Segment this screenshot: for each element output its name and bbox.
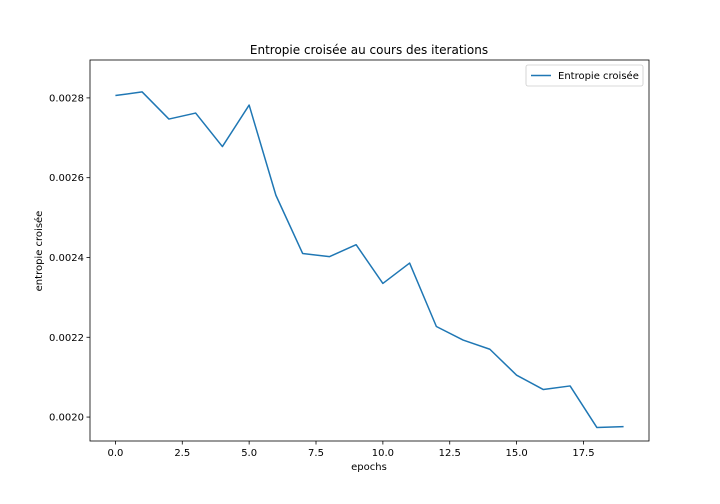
x-axis-label: epochs <box>351 462 387 473</box>
y-tick-label: 0.0024 <box>49 253 84 264</box>
x-tick-label: 2.5 <box>174 448 190 459</box>
x-tick-label: 7.5 <box>308 448 324 459</box>
legend: Entropie croisée <box>525 64 644 87</box>
series-line <box>115 91 624 429</box>
x-tick-label: 0.0 <box>107 448 123 459</box>
x-tick-label: 12.5 <box>439 448 461 459</box>
axes-frame <box>89 59 650 442</box>
y-tick-label: 0.0022 <box>49 333 84 344</box>
x-tick-label: 5.0 <box>241 448 257 459</box>
y-tick-label: 0.0020 <box>49 413 84 424</box>
legend-label: Entropie croisée <box>558 70 639 82</box>
x-tick-label: 15.0 <box>505 448 527 459</box>
x-tick-label: 10.0 <box>372 448 394 459</box>
legend-box <box>525 64 644 87</box>
y-axis-label: entropie croisée <box>33 211 45 292</box>
y-tick-label: 0.0028 <box>49 93 84 104</box>
y-tick-label: 0.0026 <box>49 173 84 184</box>
x-tick-label: 17.5 <box>572 448 594 459</box>
plot-area: 0.0 2.5 5.0 7.5 10.0 12.5 15.0 17.5 0.0020 0.0022… <box>49 59 650 459</box>
chart-title: Entropie croisée au cours des iterations <box>250 43 488 57</box>
